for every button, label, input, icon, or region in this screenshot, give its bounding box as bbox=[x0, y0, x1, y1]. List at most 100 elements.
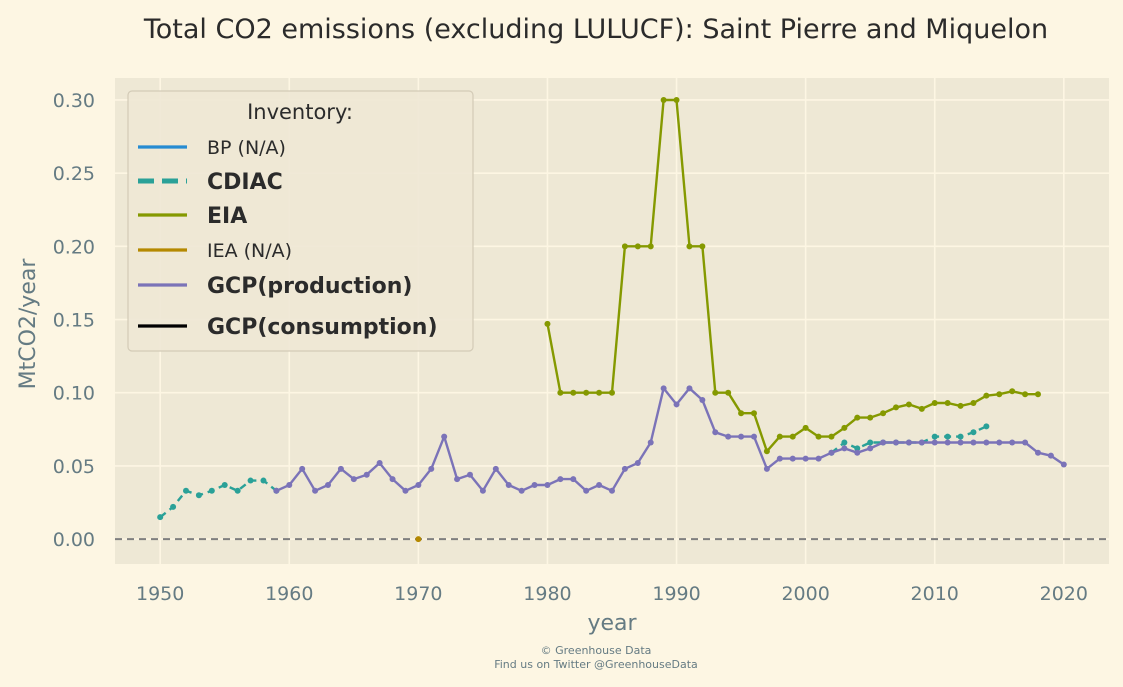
data-point-eia bbox=[751, 410, 757, 417]
legend-title: Inventory: bbox=[247, 100, 353, 124]
y-axis-ticks: 0.00 0.05 0.10 0.15 0.20 0.25 0.30 bbox=[53, 90, 95, 551]
data-point-gcp-production bbox=[1035, 449, 1041, 456]
data-point-cdiac bbox=[208, 487, 215, 494]
data-point-gcp-production bbox=[286, 481, 293, 488]
data-point-eia bbox=[660, 96, 667, 103]
data-point-gcp-production bbox=[531, 481, 538, 488]
legend-label-eia: EIA bbox=[207, 204, 247, 229]
series-eia bbox=[544, 96, 1041, 455]
data-point-eia bbox=[996, 391, 1003, 398]
data-point-gcp-production bbox=[363, 471, 370, 478]
data-point-eia bbox=[931, 399, 938, 406]
data-point-gcp-production bbox=[621, 465, 628, 472]
data-point-gcp-production bbox=[273, 487, 280, 494]
data-point-gcp-production bbox=[815, 455, 822, 462]
data-point-gcp-production bbox=[983, 439, 990, 446]
data-point-eia bbox=[815, 433, 822, 440]
data-point-eia bbox=[776, 433, 783, 440]
data-point-cdiac bbox=[970, 429, 977, 436]
data-point-cdiac bbox=[247, 477, 254, 484]
data-point-eia bbox=[725, 389, 732, 396]
data-point-gcp-production bbox=[428, 465, 435, 472]
series-gcp-production bbox=[273, 385, 1067, 494]
data-point-gcp-production bbox=[467, 471, 473, 478]
data-point-cdiac bbox=[234, 487, 241, 494]
data-point-cdiac bbox=[957, 433, 964, 440]
data-point-cdiac bbox=[170, 503, 177, 510]
data-point-gcp-production bbox=[299, 465, 306, 472]
data-point-cdiac bbox=[183, 487, 189, 494]
data-point-gcp-production bbox=[609, 487, 615, 494]
credit-line-2: Find us on Twitter @GreenhouseData bbox=[494, 658, 698, 671]
series-layer bbox=[157, 96, 1067, 543]
data-point-gcp-production bbox=[492, 465, 499, 472]
x-tick-label: 1960 bbox=[265, 583, 313, 605]
data-point-gcp-production bbox=[596, 481, 603, 488]
data-point-cdiac bbox=[841, 439, 848, 446]
data-point-eia bbox=[583, 389, 590, 396]
y-tick-label: 0.15 bbox=[53, 310, 95, 332]
data-point-eia bbox=[880, 410, 887, 417]
legend-label-gcp-consumption: GCP(consumption) bbox=[207, 315, 438, 340]
data-point-gcp-production bbox=[828, 449, 835, 456]
data-point-eia bbox=[841, 424, 848, 431]
data-point-gcp-production bbox=[763, 465, 770, 472]
data-point-gcp-production bbox=[944, 439, 951, 446]
data-point-cdiac bbox=[195, 492, 202, 499]
data-point-gcp-production bbox=[673, 401, 680, 408]
data-point-eia bbox=[544, 320, 551, 327]
data-point-eia bbox=[647, 243, 654, 250]
y-tick-label: 0.25 bbox=[53, 163, 95, 185]
y-tick-label: 0.05 bbox=[53, 456, 95, 478]
data-point-gcp-production bbox=[738, 433, 745, 440]
data-point-eia bbox=[893, 404, 899, 411]
y-tick-label: 0.00 bbox=[53, 529, 95, 551]
data-point-cdiac bbox=[221, 481, 228, 488]
data-point-eia bbox=[699, 243, 706, 250]
series-iea-n-a bbox=[415, 536, 422, 543]
data-point-eia bbox=[918, 405, 925, 412]
data-point-eia bbox=[596, 389, 603, 396]
credit-line-1: © Greenhouse Data bbox=[541, 644, 652, 657]
data-point-gcp-production bbox=[686, 385, 693, 392]
legend-items: BP (N/A) CDIAC EIA IEA (N/A) GCP(production)… bbox=[138, 137, 438, 340]
x-tick-label: 1950 bbox=[136, 583, 184, 605]
data-point-gcp-production bbox=[776, 455, 783, 462]
data-point-gcp-production bbox=[1022, 439, 1029, 446]
data-point-eia bbox=[686, 243, 693, 250]
y-axis-label: MtCO2/year bbox=[16, 258, 41, 390]
y-tick-label: 0.20 bbox=[53, 236, 95, 258]
data-point-cdiac bbox=[157, 514, 164, 521]
data-point-gcp-production bbox=[1047, 452, 1054, 459]
x-tick-label: 1980 bbox=[523, 583, 571, 605]
data-point-gcp-production bbox=[880, 439, 887, 446]
data-point-gcp-production bbox=[557, 476, 564, 483]
data-point-gcp-production bbox=[376, 459, 383, 466]
data-point-gcp-production bbox=[454, 476, 461, 483]
data-point-eia bbox=[854, 414, 861, 421]
data-point-eia bbox=[557, 389, 564, 396]
data-point-gcp-production bbox=[699, 397, 706, 404]
data-point-eia bbox=[609, 389, 615, 396]
data-point-eia bbox=[1022, 391, 1029, 398]
data-point-eia bbox=[634, 243, 641, 250]
data-point-cdiac bbox=[931, 433, 938, 440]
data-point-cdiac bbox=[867, 439, 874, 446]
data-point-gcp-production bbox=[841, 445, 848, 452]
data-point-cdiac bbox=[854, 445, 861, 452]
data-point-gcp-production bbox=[712, 429, 719, 436]
x-tick-label: 2000 bbox=[781, 583, 829, 605]
data-point-gcp-production bbox=[1060, 461, 1067, 468]
data-point-eia bbox=[957, 402, 964, 409]
data-point-eia bbox=[570, 389, 577, 396]
data-point-gcp-production bbox=[544, 481, 551, 488]
series-line-cdiac bbox=[159, 479, 278, 519]
data-point-eia bbox=[905, 401, 912, 408]
data-point-gcp-production bbox=[402, 487, 409, 494]
data-point-eia bbox=[712, 389, 719, 396]
data-point-gcp-production bbox=[996, 439, 1003, 446]
x-tick-label: 2020 bbox=[1040, 583, 1088, 605]
data-point-gcp-production bbox=[970, 439, 977, 446]
data-point-eia bbox=[1009, 388, 1016, 395]
